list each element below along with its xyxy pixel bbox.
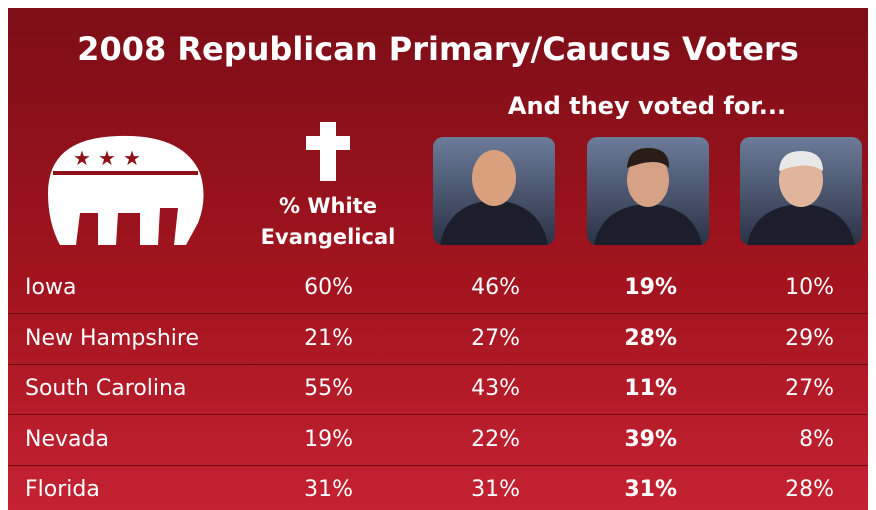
percent-cell: 28% — [785, 477, 834, 502]
percent-cell: 28% — [624, 325, 677, 351]
percent-cell: 31% — [624, 477, 677, 502]
portrait-2 — [587, 137, 709, 245]
table-row: Iowa 60% 46% 19% 10% — [8, 263, 868, 314]
table-row: Florida 31% 31% 31% 28% — [8, 465, 868, 510]
percent-cell: 55% — [304, 376, 353, 401]
subtitle: And they voted for... — [507, 92, 787, 120]
percent-cell: 39% — [624, 426, 677, 452]
percent-cell: 11% — [624, 376, 677, 401]
state-name: Florida — [25, 477, 100, 502]
portrait-3 — [740, 137, 862, 245]
cross-icon — [306, 122, 350, 181]
table-row: South Carolina 55% 43% 11% 27% — [8, 364, 868, 415]
state-name: South Carolina — [25, 376, 187, 401]
percent-cell: 10% — [785, 275, 834, 300]
percent-cell: 27% — [785, 376, 834, 401]
artwork: ★ ★ ★ — [48, 122, 862, 245]
percent-cell: 60% — [304, 275, 353, 300]
percent-cell: 19% — [624, 275, 677, 300]
percent-cell: 8% — [799, 426, 834, 452]
svg-text:★: ★ — [123, 146, 141, 170]
percent-cell: 29% — [785, 325, 834, 351]
percent-cell: 27% — [471, 325, 520, 351]
percent-cell: 46% — [471, 275, 520, 300]
percent-cell: 31% — [471, 477, 520, 502]
svg-text:★: ★ — [73, 146, 91, 170]
percent-cell: 21% — [304, 325, 353, 351]
percent-cell: 31% — [304, 477, 353, 502]
infographic: ★ ★ ★ 2008 Republican Primary/Caucus Voter… — [8, 8, 868, 510]
state-name: Nevada — [25, 426, 109, 452]
percent-cell: 43% — [471, 376, 520, 401]
percent-cell: 22% — [471, 426, 520, 452]
title: 2008 Republican Primary/Caucus Voters — [77, 30, 799, 68]
percent-cell: 19% — [304, 426, 353, 452]
elephant-logo: ★ ★ ★ — [48, 135, 204, 245]
column-header: % White Evangelical — [260, 194, 396, 249]
state-name: Iowa — [25, 275, 77, 300]
table-row: Nevada 19% 22% 39% 8% — [8, 415, 868, 466]
state-name: New Hampshire — [25, 325, 200, 351]
table-row: New Hampshire 21% 27% 28% 29% — [8, 314, 868, 365]
portrait-1 — [433, 137, 555, 245]
svg-text:★: ★ — [98, 146, 116, 170]
